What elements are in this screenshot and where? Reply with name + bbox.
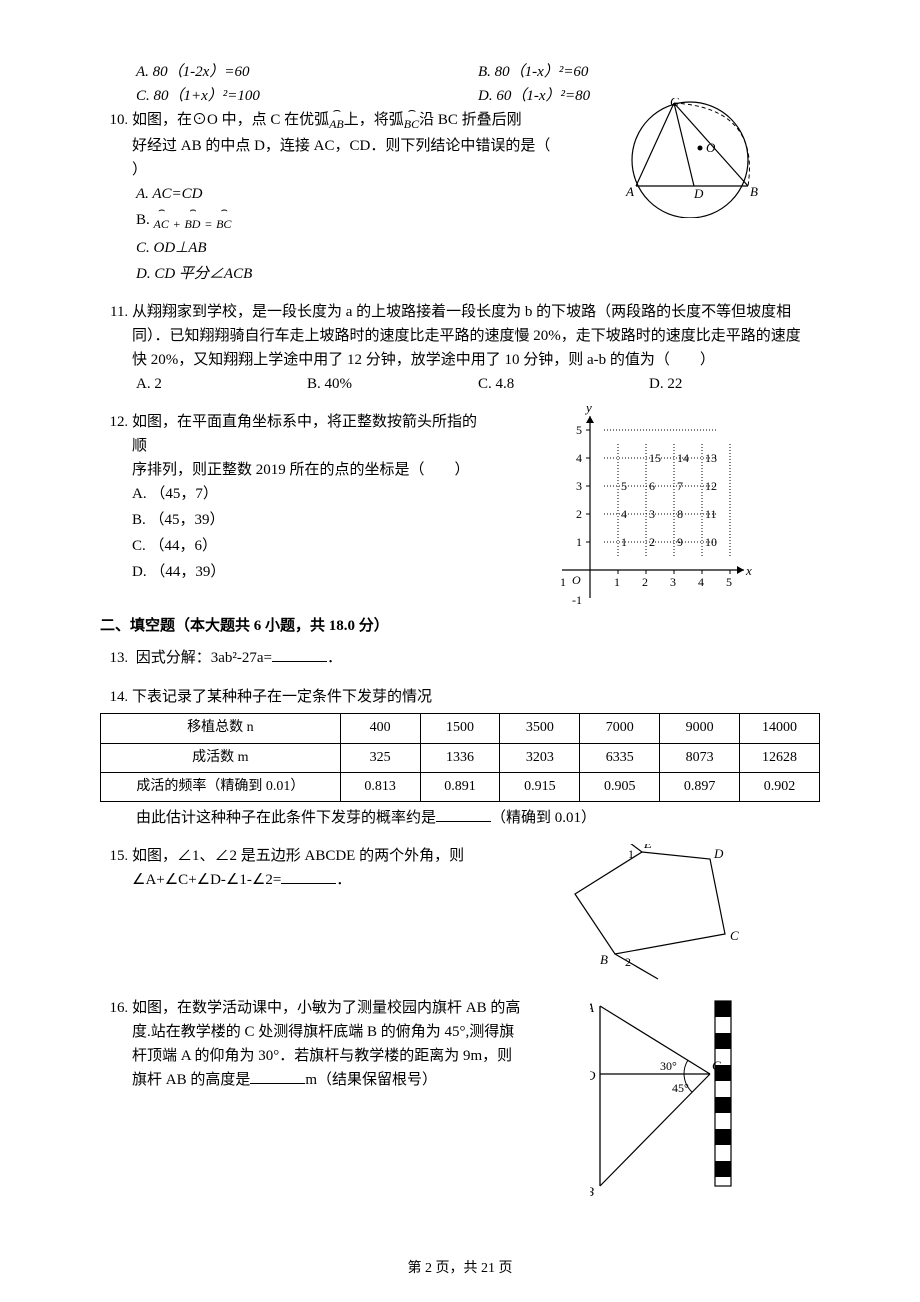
q12-diagram: 1234512345O-1-1xy129104381156712151413 [560, 405, 770, 613]
q13-body: 因式分解：3ab²-27a=． [136, 646, 816, 670]
q14-body: 下表记录了某种种子在一定条件下发芽的情况 [132, 685, 812, 709]
svg-text:4: 4 [621, 507, 627, 521]
q15-diagram: A E D C B 1 2 [570, 844, 760, 1002]
q16-body: 如图，在数学活动课中，小敏为了测量校园内旗杆 AB 的高 度.站在教学楼的 C … [132, 996, 562, 1092]
q16-num: 16. [100, 996, 132, 1092]
question-15: 15. 如图，∠1、∠2 是五边形 ABCDE 的两个外角，则 ∠A+∠C+∠D… [100, 844, 820, 982]
svg-text:4: 4 [698, 575, 704, 589]
svg-text:3: 3 [670, 575, 676, 589]
svg-text:13: 13 [705, 451, 717, 465]
svg-text:D: D [693, 186, 704, 201]
page: A. 80（1-2x）=60 B. 80（1-x）²=60 C. 80（1+x）… [0, 0, 920, 1302]
q11-opt-b: B. 40% [307, 372, 478, 396]
question-16: 16. 如图，在数学活动课中，小敏为了测量校园内旗杆 AB 的高 度.站在教学楼… [100, 996, 820, 1192]
q12-opt-b: B. （45，39） [132, 508, 482, 532]
svg-text:7: 7 [677, 479, 683, 493]
q12-opt-d: D. （44，39） [132, 560, 482, 584]
svg-text:B: B [750, 184, 758, 199]
q12-num: 12. [100, 410, 132, 586]
opt-b: B. 80（1-x）²=60 [478, 60, 820, 84]
svg-text:11: 11 [705, 507, 717, 521]
q12-options: A. （45，7） B. （45，39） C. （44，6） D. （44，39… [132, 482, 482, 584]
svg-text:2: 2 [642, 575, 648, 589]
svg-text:x: x [745, 563, 752, 578]
svg-text:-1: -1 [572, 593, 582, 605]
q10-num: 10. [100, 108, 132, 182]
svg-text:5: 5 [621, 479, 627, 493]
svg-text:2: 2 [649, 535, 655, 549]
svg-text:2: 2 [576, 507, 582, 521]
q16-diagram: 30° 45° A D C B [590, 996, 750, 1204]
svg-text:-1: -1 [560, 575, 566, 589]
svg-text:1: 1 [628, 847, 634, 861]
q11-opt-d: D. 22 [649, 372, 820, 396]
svg-text:A: A [590, 1000, 594, 1015]
page-footer: 第 2 页，共 21 页 [0, 1258, 920, 1280]
svg-text:6: 6 [649, 479, 655, 493]
svg-text:3: 3 [576, 479, 582, 493]
q15-blank [281, 874, 336, 885]
opt-c: C. 80（1+x）²=100 [136, 84, 478, 108]
svg-text:14: 14 [677, 451, 689, 465]
q14-after: 由此估计这种种子在此条件下发芽的概率约是（精确到 0.01） [136, 806, 820, 830]
question-11: 11. 从翔翔家到学校，是一段长度为 a 的上坡路接着一段长度为 b 的下坡路（… [100, 300, 820, 396]
q13-num: 13. [100, 646, 132, 670]
q10-body: 如图，在⊙O 中，点 C 在优弧⌢AB上，将弧⌢BC沿 BC 折叠后刚 好经过 … [132, 108, 562, 182]
svg-text:45°: 45° [672, 1081, 689, 1095]
q12-opt-a: A. （45，7） [132, 482, 482, 506]
svg-text:5: 5 [576, 423, 582, 437]
q14-blank [436, 812, 491, 823]
svg-text:C: C [712, 1058, 721, 1073]
svg-text:C: C [670, 98, 679, 109]
svg-text:9: 9 [677, 535, 683, 549]
svg-text:8: 8 [677, 507, 683, 521]
q12-opt-c: C. （44，6） [132, 534, 482, 558]
svg-text:D: D [713, 846, 724, 861]
q14-num: 14. [100, 685, 132, 709]
q10-opt-c: C. OD⊥AB [136, 236, 820, 260]
q15-num: 15. [100, 844, 132, 892]
svg-text:B: B [600, 952, 608, 967]
q11-options: A. 2 B. 40% C. 4.8 D. 22 [136, 372, 820, 396]
svg-text:15: 15 [649, 451, 661, 465]
svg-text:A: A [625, 184, 634, 199]
svg-text:2: 2 [625, 955, 631, 969]
svg-text:D: D [590, 1068, 596, 1083]
q16-blank [250, 1074, 305, 1085]
svg-text:E: E [643, 844, 652, 851]
svg-text:1: 1 [621, 535, 627, 549]
svg-text:30°: 30° [660, 1059, 677, 1073]
svg-text:y: y [584, 405, 592, 415]
svg-text:1: 1 [614, 575, 620, 589]
q11-num: 11. [100, 300, 132, 372]
question-14: 14. 下表记录了某种种子在一定条件下发芽的情况 移植总数 n400150035… [100, 685, 820, 831]
q10-opt-d: D. CD 平分∠ACB [136, 262, 820, 286]
svg-text:12: 12 [705, 479, 717, 493]
q13-blank [272, 652, 327, 663]
q15-body: 如图，∠1、∠2 是五边形 ABCDE 的两个外角，则 ∠A+∠C+∠D-∠1-… [132, 844, 522, 892]
q12-body: 如图，在平面直角坐标系中，将正整数按箭头所指的顺 序排列，则正整数 2019 所… [132, 410, 482, 586]
svg-text:B: B [590, 1184, 594, 1196]
question-12: 12. 如图，在平面直角坐标系中，将正整数按箭头所指的顺 序排列，则正整数 20… [100, 410, 820, 586]
svg-text:5: 5 [726, 575, 732, 589]
question-10: 10. 如图，在⊙O 中，点 C 在优弧⌢AB上，将弧⌢BC沿 BC 折叠后刚 … [100, 108, 820, 286]
svg-text:10: 10 [705, 535, 717, 549]
q11-body: 从翔翔家到学校，是一段长度为 a 的上坡路接着一段长度为 b 的下坡路（两段路的… [132, 300, 812, 372]
svg-text:C: C [730, 928, 739, 943]
q14-table: 移植总数 n400150035007000900014000成活数 m32513… [100, 713, 820, 802]
svg-text:4: 4 [576, 451, 582, 465]
q11-opt-c: C. 4.8 [478, 372, 649, 396]
question-13: 13. 因式分解：3ab²-27a=． [100, 646, 820, 670]
q10-diagram: A B C D O [620, 98, 780, 226]
section-2-title: 二、填空题（本大题共 6 小题，共 18.0 分） [100, 614, 820, 638]
svg-text:O: O [706, 140, 716, 155]
svg-text:O: O [572, 573, 581, 587]
svg-text:3: 3 [649, 507, 655, 521]
q11-opt-a: A. 2 [136, 372, 307, 396]
opt-a: A. 80（1-2x）=60 [136, 60, 478, 84]
svg-text:1: 1 [576, 535, 582, 549]
